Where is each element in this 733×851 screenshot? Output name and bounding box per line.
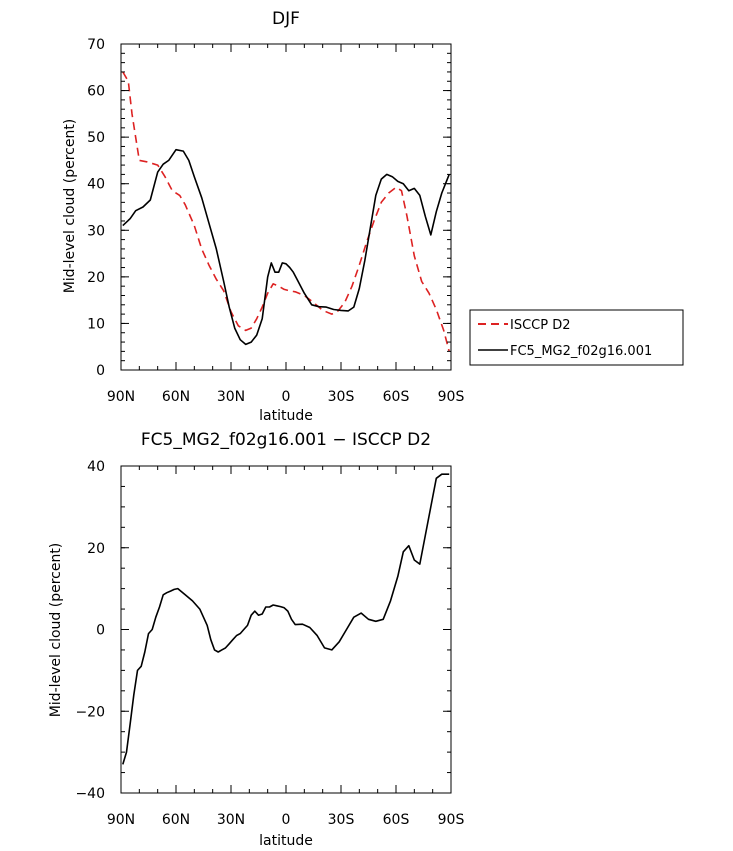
bottom-y-tick-label: −20 xyxy=(75,704,105,720)
top-x-tick-label: 60N xyxy=(162,389,190,405)
bottom-x-tick-label: 30N xyxy=(217,812,245,828)
top-y-axis-label: Mid-level cloud (percent) xyxy=(62,119,78,294)
top-plot-frame xyxy=(120,43,452,371)
bottom-x-tick-label: 0 xyxy=(282,812,291,828)
top-y-tick-label: 40 xyxy=(87,177,105,193)
top-y-tick-label: 10 xyxy=(87,316,105,332)
bottom-x-tick-label: 60S xyxy=(383,812,410,828)
bottom-panel-title: FC5_MG2_f02g16.001 − ISCCP D2 xyxy=(141,430,431,450)
bottom-x-tick-label: 90N xyxy=(107,812,135,828)
top-x-tick-label: 90S xyxy=(438,389,465,405)
bottom-y-tick-label: 0 xyxy=(96,623,105,639)
bottom-y-tick-label: −40 xyxy=(75,786,105,802)
legend-label-isccp: ISCCP D2 xyxy=(510,318,571,333)
bottom-y-axis-label: Mid-level cloud (percent) xyxy=(48,543,64,718)
bottom-plot-frame xyxy=(120,465,452,794)
top-y-tick-label: 70 xyxy=(87,37,105,53)
bottom-series-1-line xyxy=(122,473,450,765)
bottom-x-tick-label: 30S xyxy=(328,812,355,828)
top-y-tick-label: 60 xyxy=(87,84,105,100)
top-x-tick-label: 0 xyxy=(282,389,291,405)
bottom-x-tick-label: 90S xyxy=(438,812,465,828)
bottom-x-axis-label: latitude xyxy=(259,833,313,849)
top-y-tick-label: 20 xyxy=(87,270,105,286)
top-x-tick-label: 30N xyxy=(217,389,245,405)
top-series-1-line xyxy=(122,71,450,352)
top-y-tick-label: 0 xyxy=(96,363,105,379)
bottom-y-tick-label: 40 xyxy=(87,459,105,475)
top-plot-area: 90N 60N 30N 0 30S 60S 90S 0 10 20 30 40 50 60 70 xyxy=(87,37,464,405)
top-y-tick-label: 50 xyxy=(87,130,105,146)
legend-box xyxy=(469,309,684,366)
bottom-x-tick-label: 60N xyxy=(162,812,190,828)
legend: ISCCP D2 FC5_MG2_f02g16.001 xyxy=(469,309,684,366)
bottom-y-tick-label: 20 xyxy=(87,541,105,557)
top-panel-title: DJF xyxy=(272,9,300,29)
top-x-tick-label: 90N xyxy=(107,389,135,405)
bottom-plot-area: 90N 60N 30N 0 30S 60S 90S −40 −20 0 20 40 xyxy=(75,459,464,828)
bottom-panel: FC5_MG2_f02g16.001 − ISCCP D2 90N 60N 30N 0… xyxy=(48,430,464,849)
top-x-tick-label: 30S xyxy=(328,389,355,405)
top-x-tick-label: 60S xyxy=(383,389,410,405)
top-series-2-line xyxy=(122,148,450,346)
top-y-tick-label: 30 xyxy=(87,223,105,239)
legend-label-model: FC5_MG2_f02g16.001 xyxy=(510,344,652,359)
top-x-axis-label: latitude xyxy=(259,408,313,424)
top-panel: DJF 90N 60N 30N 0 30S 60S 90S 0 10 20 30 40 50 60 70 l… xyxy=(62,9,684,424)
